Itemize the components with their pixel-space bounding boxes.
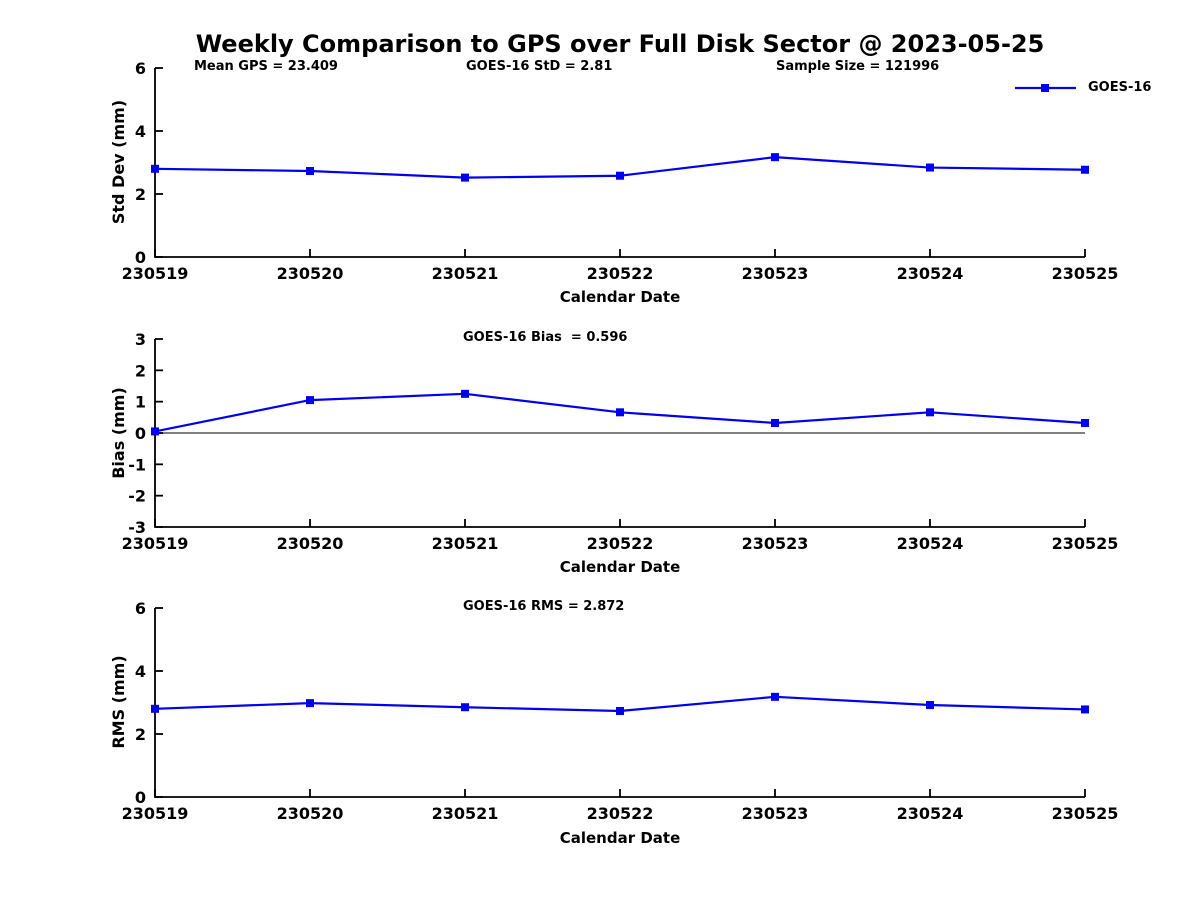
x-tick-label: 230525 — [1052, 804, 1119, 823]
x-tick-label: 230521 — [432, 804, 499, 823]
data-point-marker — [151, 164, 159, 173]
data-point-marker — [151, 704, 159, 713]
data-point-marker — [306, 699, 314, 708]
y-tick-label: 3 — [135, 330, 146, 349]
x-tick-label: 230523 — [742, 534, 809, 553]
legend-line-marker-icon — [1015, 83, 1076, 92]
y-tick-label: 6 — [135, 599, 146, 618]
x-tick-label: 230524 — [897, 804, 964, 823]
x-tick-label: 230519 — [122, 804, 189, 823]
x-tick-label: 230523 — [742, 264, 809, 283]
axis-frame — [154, 608, 1085, 798]
x-tick-label: 230520 — [277, 264, 344, 283]
y-tick-label: 4 — [135, 662, 146, 681]
x-tick-label: 230523 — [742, 804, 809, 823]
annotation-goes16-std: GOES-16 StD = 2.81 — [466, 59, 613, 74]
x-tick-label: 230522 — [587, 534, 654, 553]
x-axis-label-3: Calendar Date — [559, 829, 681, 847]
x-tick-label: 230524 — [897, 534, 964, 553]
x-tick-label: 230519 — [122, 534, 189, 553]
y-tick-label: 6 — [135, 59, 146, 78]
y-tick-label: 4 — [135, 122, 146, 141]
y-tick-label: 2 — [135, 361, 146, 380]
x-tick-label: 230522 — [587, 264, 654, 283]
annotation-goes16-bias: GOES-16 Bias = 0.596 — [463, 330, 628, 345]
x-tick-label: 230519 — [122, 264, 189, 283]
data-point-marker — [461, 703, 469, 712]
data-point-marker — [461, 389, 469, 398]
annotation-sample-size: Sample Size = 121996 — [776, 59, 940, 74]
data-point-marker — [306, 167, 314, 176]
y-tick-label: -1 — [128, 455, 146, 474]
data-point-marker — [151, 427, 159, 436]
y-tick-label: 1 — [135, 393, 146, 412]
x-tick-label: 230521 — [432, 264, 499, 283]
data-point-marker — [771, 692, 779, 701]
figure-title: Weekly Comparison to GPS over Full Disk … — [195, 30, 1045, 58]
y-tick-label: -3 — [128, 518, 146, 537]
data-point-marker — [926, 408, 934, 417]
annotation-mean-gps: Mean GPS = 23.409 — [194, 59, 338, 74]
annotation-goes16-rms: GOES-16 RMS = 2.872 — [463, 599, 625, 614]
data-point-marker — [926, 701, 934, 710]
data-point-marker — [616, 171, 624, 180]
data-point-marker — [1081, 165, 1089, 174]
x-axis-label-1: Calendar Date — [559, 288, 681, 306]
data-point-marker — [771, 153, 779, 162]
y-tick-label: 0 — [135, 788, 146, 807]
x-tick-label: 230522 — [587, 804, 654, 823]
data-point-marker — [616, 408, 624, 417]
data-point-marker — [1081, 418, 1089, 427]
y-tick-label: 2 — [135, 725, 146, 744]
x-tick-label: 230521 — [432, 534, 499, 553]
x-tick-label: 230520 — [277, 534, 344, 553]
axis-frame — [154, 68, 1085, 258]
x-tick-label: 230520 — [277, 804, 344, 823]
y-tick-label: 0 — [135, 248, 146, 267]
y-tick-label: 0 — [135, 424, 146, 443]
y-tick-label: 2 — [135, 185, 146, 204]
data-point-marker — [1081, 705, 1089, 714]
x-tick-label: 230524 — [897, 264, 964, 283]
y-tick-label: -2 — [128, 487, 146, 506]
data-point-marker — [461, 173, 469, 182]
x-tick-label: 230525 — [1052, 534, 1119, 553]
data-point-marker — [306, 396, 314, 405]
x-axis-label-2: Calendar Date — [559, 558, 681, 576]
x-tick-label: 230525 — [1052, 264, 1119, 283]
legend-label: GOES-16 — [1088, 80, 1152, 95]
data-point-marker — [771, 418, 779, 427]
data-point-marker — [616, 707, 624, 716]
legend: GOES-16 — [1014, 80, 1151, 95]
data-point-marker — [926, 163, 934, 172]
